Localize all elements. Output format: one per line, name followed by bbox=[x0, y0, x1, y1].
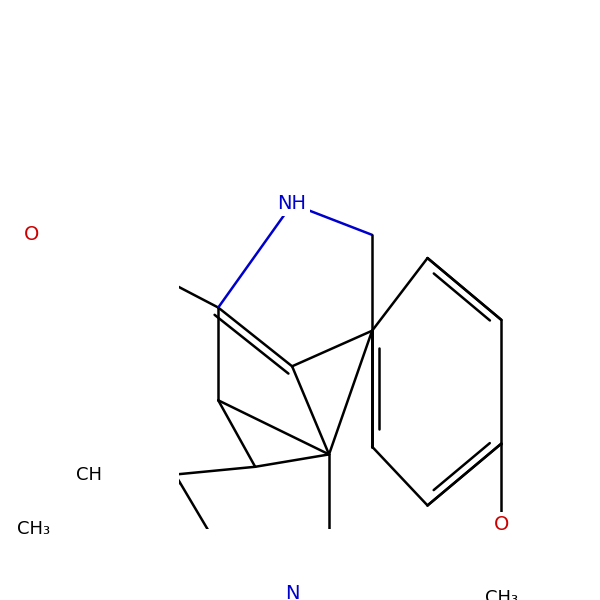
Text: CH: CH bbox=[76, 466, 102, 484]
Text: CH₃: CH₃ bbox=[485, 589, 518, 600]
Text: CH₃: CH₃ bbox=[17, 520, 50, 538]
Text: N: N bbox=[285, 584, 299, 600]
Text: NH: NH bbox=[278, 194, 307, 214]
Text: O: O bbox=[494, 515, 509, 533]
Text: O: O bbox=[23, 226, 39, 244]
